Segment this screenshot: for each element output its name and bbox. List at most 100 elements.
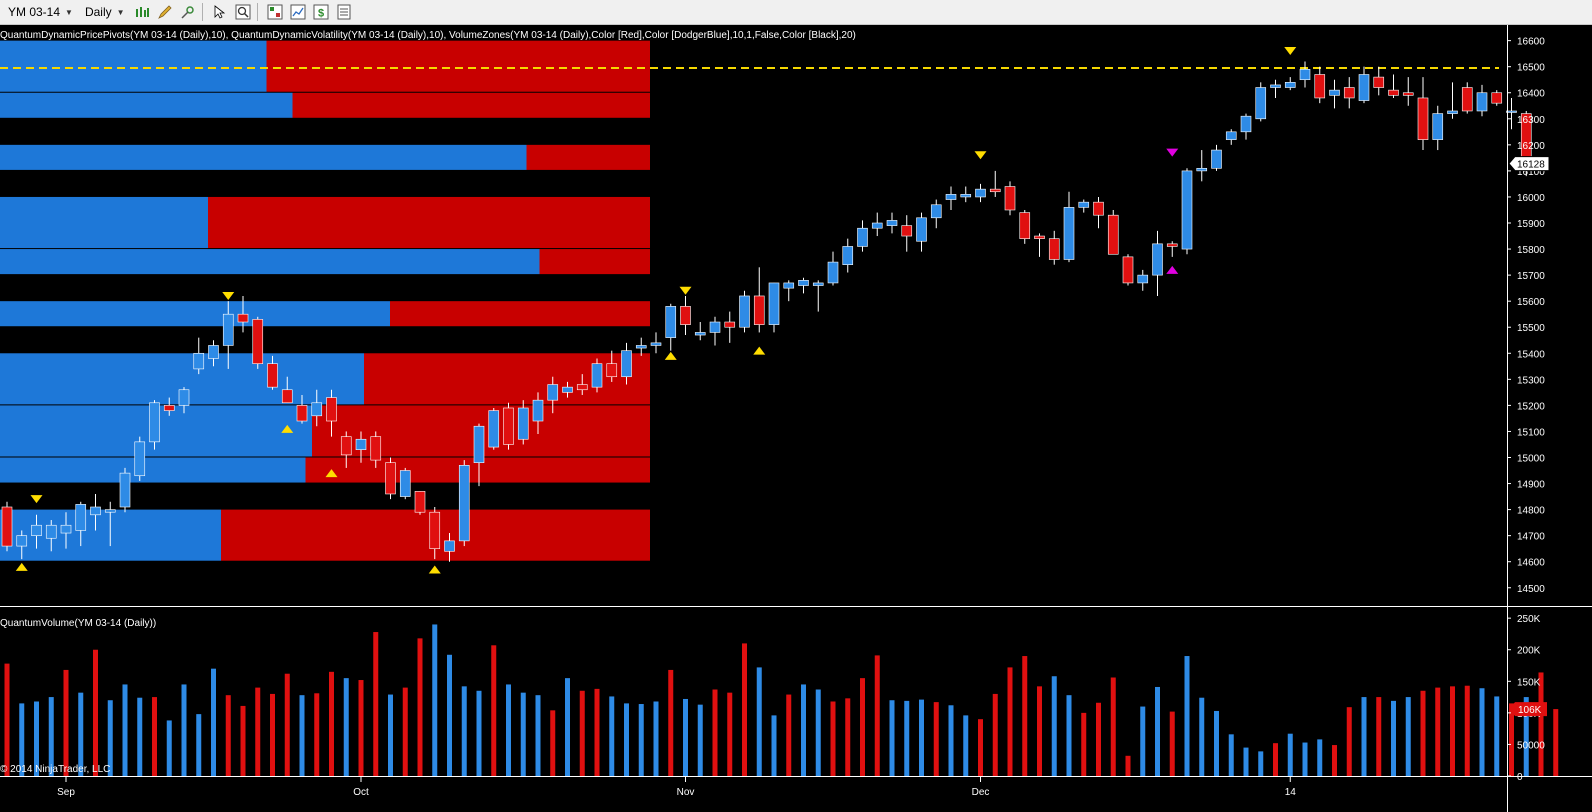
candle-body (989, 188, 1001, 193)
price-pivots (15, 47, 1297, 574)
candle-body (488, 410, 500, 448)
volume-bar (1184, 656, 1190, 776)
volume-bar (653, 701, 659, 776)
candle-body (281, 389, 293, 404)
volume-bar (771, 715, 777, 776)
candle-body (709, 321, 721, 333)
candle-body (1432, 113, 1444, 140)
volume-bar (1051, 676, 1057, 776)
candle-body (45, 524, 57, 539)
global-crosshair-button[interactable] (178, 2, 198, 22)
volume-bar (1464, 685, 1470, 776)
candle-body (783, 282, 795, 289)
volume-zone-sell (539, 249, 650, 275)
candle-body (208, 345, 219, 359)
candle-body (901, 225, 913, 237)
volume-zone-sell (292, 92, 650, 118)
candle-body (753, 295, 765, 325)
candle-body (1166, 243, 1178, 247)
volume-bar (948, 705, 954, 776)
y-tick-label: 15500 (1517, 323, 1545, 334)
x-tick-label: Oct (353, 787, 369, 798)
volume-bar (801, 684, 806, 776)
candle-body (1299, 68, 1311, 81)
volume-bar (343, 678, 349, 776)
candle-body (429, 511, 441, 549)
candle-body (1506, 110, 1517, 113)
volume-zone-buy (0, 92, 293, 118)
volume-bar (1140, 706, 1146, 776)
candle-body (1240, 115, 1252, 133)
candle-body (222, 313, 234, 346)
volume-bar (255, 687, 261, 776)
candle-body (1196, 167, 1208, 172)
volume-bar (388, 694, 393, 776)
instrument-selector[interactable]: YM 03-14 ▼ (4, 3, 77, 22)
zoom-button[interactable] (233, 2, 253, 22)
drawing-tools-button[interactable] (155, 2, 175, 22)
volume-bar (63, 669, 69, 776)
chart-style-button[interactable] (132, 2, 152, 22)
price-chart[interactable]: 14500 14600 14700 14800 14900 15000 15100 15200… (0, 25, 1592, 812)
interval-selector[interactable]: Daily ▼ (81, 3, 129, 22)
volume-bar (506, 684, 511, 776)
volume-bar (1450, 686, 1455, 776)
pivot-low-marker (281, 424, 294, 433)
chart-properties-button[interactable] (288, 2, 308, 22)
crosshair-pin-icon (181, 6, 194, 19)
data-box-button[interactable] (265, 2, 285, 22)
candle-body (370, 436, 382, 461)
candle-body (724, 321, 736, 328)
dollar-icon: $ (313, 4, 329, 20)
volume-bar (1420, 690, 1426, 776)
candle-body (650, 342, 662, 346)
chevron-down-icon: ▼ (116, 7, 125, 17)
volume-bar (579, 690, 585, 776)
volume-bar (152, 697, 157, 776)
volume-bar (1391, 700, 1396, 776)
volume-bar (1435, 687, 1441, 776)
candle-body (827, 261, 839, 284)
y-tick-label: 15100 (1517, 427, 1545, 438)
volume-bar (1169, 711, 1175, 776)
candle-body (134, 441, 146, 477)
candle-body (739, 295, 750, 328)
volume-bar (697, 704, 703, 776)
candle-body (149, 402, 160, 443)
volume-zone-buy (0, 457, 306, 483)
candle-body (296, 405, 308, 422)
volume-bar (1317, 739, 1323, 776)
y-tick-label: 14700 (1517, 532, 1545, 543)
toolbar-separator (201, 3, 203, 21)
volume-bar (933, 702, 939, 776)
volume-bar (609, 696, 615, 776)
strategy-button[interactable]: $ (311, 2, 331, 22)
volume-bar (4, 663, 10, 776)
volume-zone-buy (0, 144, 527, 170)
volume-bar (1081, 712, 1087, 776)
candle-body (1491, 92, 1503, 104)
volume-bar (1405, 697, 1411, 776)
properties-button[interactable] (334, 2, 354, 22)
candle-body (1388, 89, 1399, 96)
candle-body (842, 246, 854, 265)
x-tick-label: 14 (1285, 787, 1297, 798)
properties-icon (337, 4, 351, 20)
pivot-low-marker (664, 351, 677, 360)
candle-body (871, 222, 883, 229)
y-tick-label: 15400 (1517, 349, 1545, 360)
pointer-button[interactable] (210, 2, 230, 22)
svg-text:$: $ (317, 8, 323, 20)
volume-bar (1037, 686, 1042, 776)
candle-body (1063, 207, 1075, 260)
volume-bar (786, 694, 792, 776)
volume-bar (1022, 656, 1028, 776)
candle-body (75, 504, 87, 531)
candle-body (1358, 74, 1370, 101)
y-tick-label: 16000 (1517, 193, 1545, 204)
volume-bar (815, 689, 821, 776)
candle-body (473, 425, 485, 464)
volume-bar (683, 698, 688, 776)
price-candles (1, 61, 1532, 562)
volume-bar (1302, 742, 1308, 776)
